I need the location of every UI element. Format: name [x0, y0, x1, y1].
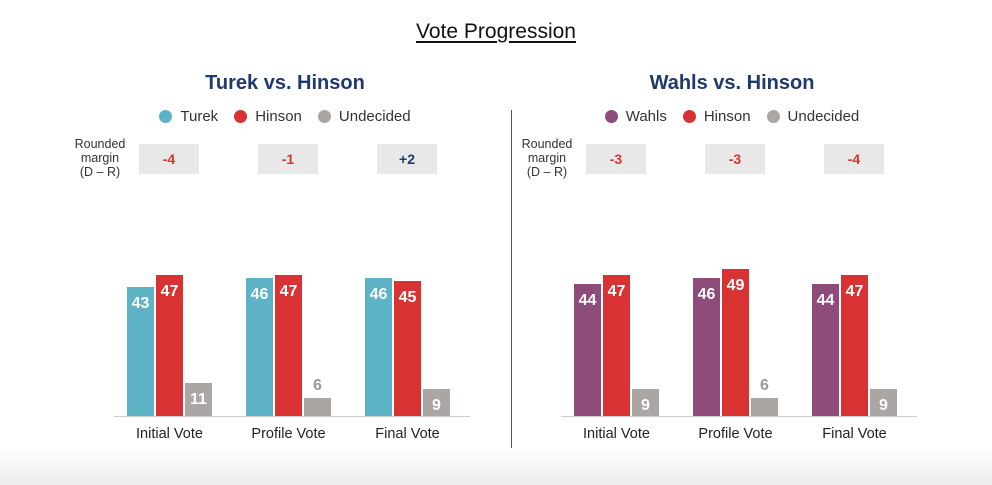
bar-turek: [365, 278, 392, 416]
margin-label-line: Rounded: [74, 137, 126, 151]
chart-panel-turek-hinson: Turek vs. Hinson Turek Hinson Undecided …: [60, 0, 510, 485]
data-label-hinson: 45: [399, 289, 417, 306]
bar-wahls: [693, 278, 720, 416]
bar-hinson: [722, 269, 749, 416]
legend: Turek Hinson Undecided: [60, 108, 510, 125]
bar-turek: [246, 278, 273, 416]
bar-undecided: [870, 389, 897, 416]
margin-label-line: margin: [527, 151, 567, 165]
margin-label-line: (D – R): [526, 165, 568, 179]
margin-box-profile: -1: [258, 144, 318, 174]
legend-label-hinson: Hinson: [703, 108, 751, 125]
legend-label-undecided: Undecided: [787, 108, 860, 125]
data-label-undecided: 9: [432, 397, 441, 414]
bar-hinson: [275, 275, 302, 416]
legend-item-undecided: Undecided: [766, 108, 860, 125]
legend-swatch-hinson: [234, 110, 248, 123]
category-label: Initial Vote: [583, 426, 650, 442]
category-label: Initial Vote: [136, 426, 203, 442]
chart-panel-wahls-hinson: Wahls vs. Hinson Wahls Hinson Undecided …: [507, 0, 957, 485]
category-label: Final Vote: [822, 426, 887, 442]
legend-item-hinson: Hinson: [682, 108, 751, 125]
bar-chart-svg: 44 47 9 Initial Vote 46 49 6 Profile Vote 44 47 9 F…: [561, 269, 917, 442]
panel-divider: [511, 110, 512, 448]
data-label-turek: 43: [132, 295, 150, 312]
bar-hinson: [156, 275, 183, 416]
legend-swatch-hinson: [682, 110, 696, 123]
data-label-wahls: 44: [579, 292, 597, 309]
data-label-hinson: 47: [280, 283, 298, 300]
legend-label-hinson: Hinson: [255, 108, 302, 125]
margin-label-line: Rounded: [521, 137, 573, 151]
bar-hinson: [841, 275, 868, 416]
data-label-hinson: 47: [846, 283, 864, 300]
legend: Wahls Hinson Undecided: [507, 108, 957, 125]
category-label: Final Vote: [375, 426, 440, 442]
bar-chart-svg: 43 47 11 Initial Vote 46 47 6 Profile Vote 46 45 9…: [114, 275, 470, 442]
data-label-undecided: 6: [760, 377, 769, 394]
data-label-undecided: 6: [313, 377, 322, 394]
legend-swatch-undecided: [766, 110, 780, 123]
chart-title: Turek vs. Hinson: [205, 72, 365, 94]
margin-box-final: -4: [824, 144, 884, 174]
legend-label-wahls: Wahls: [625, 108, 667, 125]
chart-title: Wahls vs. Hinson: [649, 72, 815, 94]
bar-wahls: [812, 284, 839, 416]
bar-undecided: [423, 389, 450, 416]
category-label: Profile Vote: [698, 426, 772, 442]
bar-hinson: [603, 275, 630, 416]
legend-swatch-undecided: [317, 110, 331, 123]
data-label-hinson: 49: [727, 277, 745, 294]
bar-turek: [127, 287, 154, 416]
data-label-undecided: 9: [641, 397, 650, 414]
legend-label-turek: Turek: [180, 108, 219, 125]
data-label-turek: 46: [370, 286, 388, 303]
margin-label-line: (D – R): [79, 165, 121, 179]
margin-label-line: margin: [80, 151, 120, 165]
bottom-fade: [0, 447, 992, 485]
legend-item-wahls: Wahls: [604, 108, 667, 125]
data-label-undecided: 11: [190, 391, 207, 408]
data-label-hinson: 47: [161, 283, 179, 300]
category-label: Profile Vote: [251, 426, 325, 442]
data-label-wahls: 44: [817, 292, 835, 309]
legend-item-hinson: Hinson: [234, 108, 302, 125]
legend-swatch-wahls: [604, 110, 618, 123]
bar-hinson: [394, 281, 421, 416]
margin-box-initial: -3: [586, 144, 646, 174]
bar-undecided: [632, 389, 659, 416]
bar-undecided: [751, 398, 778, 416]
legend-item-undecided: Undecided: [317, 108, 411, 125]
data-label-wahls: 46: [698, 286, 716, 303]
margin-label: Rounded margin (D – R): [60, 137, 140, 179]
bar-wahls: [574, 284, 601, 416]
bar-undecided: [185, 383, 212, 416]
data-label-turek: 46: [251, 286, 269, 303]
margin-label: Rounded margin (D – R): [507, 137, 587, 179]
legend-swatch-turek: [159, 110, 173, 123]
margin-box-profile: -3: [705, 144, 765, 174]
data-label-hinson: 47: [608, 283, 626, 300]
legend-label-undecided: Undecided: [338, 108, 411, 125]
margin-box-initial: -4: [139, 144, 199, 174]
legend-item-turek: Turek: [159, 108, 218, 125]
data-label-undecided: 9: [879, 397, 888, 414]
margin-box-final: +2: [377, 144, 437, 174]
main-title: Vote Progression: [416, 20, 576, 43]
bar-undecided: [304, 398, 331, 416]
